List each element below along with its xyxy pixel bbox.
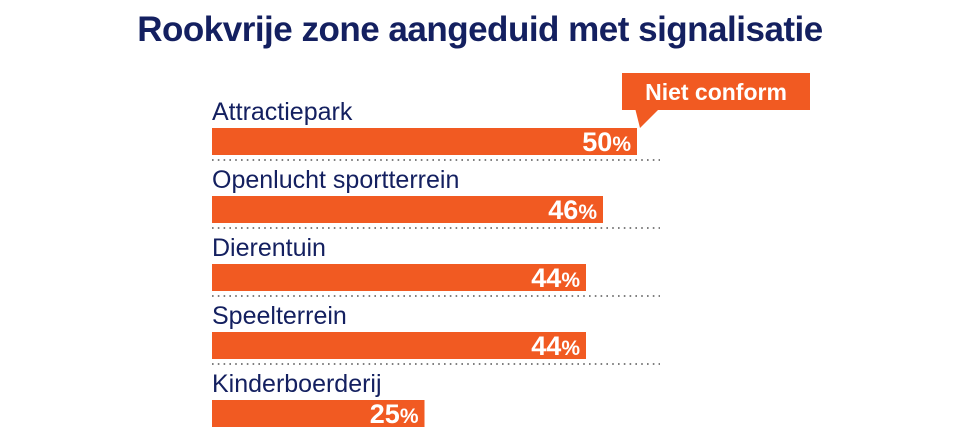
value-label-openlucht-sportterrein: 46% [548, 195, 597, 225]
chart-title: Rookvrije zone aangeduid met signalisati… [137, 10, 823, 49]
category-label-openlucht-sportterrein: Openlucht sportterrein [212, 166, 459, 194]
category-label-attractiepark: Attractiepark [212, 98, 353, 126]
bar-attractiepark [212, 128, 637, 155]
bar-dierentuin [212, 264, 586, 291]
value-label-dierentuin: 44% [531, 263, 580, 293]
callout-label: Niet conform [645, 79, 787, 105]
value-label-speelterrein: 44% [531, 331, 580, 361]
bar-speelterrein [212, 332, 586, 359]
callout-pointer [635, 108, 660, 128]
callout-box [622, 73, 810, 110]
category-label-kinderboerderij: Kinderboerderij [212, 370, 382, 398]
category-label-dierentuin: Dierentuin [212, 234, 326, 262]
bar-openlucht-sportterrein [212, 196, 603, 223]
category-label-speelterrein: Speelterrein [212, 302, 347, 330]
bar-kinderboerderij [212, 400, 425, 427]
value-label-attractiepark: 50% [582, 127, 631, 157]
value-label-kinderboerderij: 25% [370, 399, 419, 429]
callout-niet-conform: Niet conform [622, 73, 810, 128]
